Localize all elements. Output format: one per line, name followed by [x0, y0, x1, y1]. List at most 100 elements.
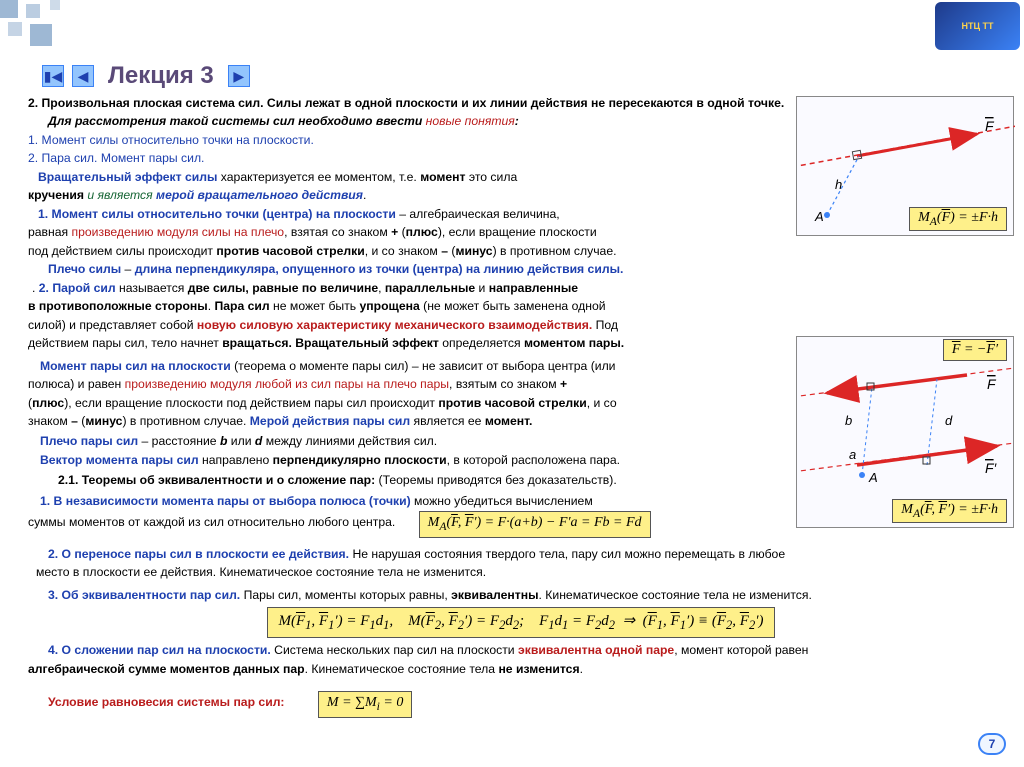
- p9g: ) в противном случае.: [493, 244, 617, 258]
- p23: суммы моментов от каждой из сил относите…: [28, 515, 395, 529]
- p5d: это сила: [465, 170, 517, 184]
- p9d: –: [441, 244, 448, 258]
- p6b: и является: [87, 188, 156, 202]
- svg-text:A: A: [814, 209, 824, 224]
- p1b: Силы лежат в одной плоскости и их линии …: [264, 96, 785, 110]
- nav-prev-icon[interactable]: ◀: [72, 65, 94, 87]
- p18h: момент.: [485, 414, 533, 428]
- p28b: . Кинематическое состояние тела: [305, 662, 499, 676]
- p10a: Плечо силы: [48, 262, 121, 276]
- p9c: , и со знаком: [365, 244, 441, 258]
- p16d: +: [560, 377, 567, 391]
- p6d: .: [363, 188, 366, 202]
- p20d: , в которой расположена пара.: [447, 453, 620, 467]
- p8b: произведению модуля силы на плечо: [72, 225, 285, 239]
- p11a: 2. Парой сил: [39, 281, 116, 295]
- p18a: знаком: [28, 414, 71, 428]
- p2b: новые понятия: [426, 114, 515, 128]
- p5a: Вращательный эффект силы: [38, 170, 217, 184]
- svg-text:b: b: [845, 413, 852, 428]
- p8g: ), если вращение плоскости: [438, 225, 597, 239]
- svg-text:h: h: [835, 177, 842, 192]
- p15a: Момент пары сил на плоскости: [40, 359, 231, 373]
- p12e: упрощена: [360, 299, 420, 313]
- p9a: под действием силы происходит: [28, 244, 216, 258]
- p19b: – расстояние: [138, 434, 220, 448]
- page-number: 7: [978, 733, 1006, 755]
- p19d: или: [227, 434, 255, 448]
- p22a: 1. В независимости момента пары от выбор…: [40, 494, 411, 508]
- p18g: является ее: [410, 414, 485, 428]
- p24a: 2. О переносе пары сил в плоскости ее де…: [48, 547, 349, 561]
- p2a: Для рассмотрения такой системы сил необх…: [48, 114, 426, 128]
- p24b: Не нарушая состояния твердого тела, пару…: [349, 547, 785, 561]
- p27b: Система нескольких пар сил на плоскости: [271, 643, 518, 657]
- p12d: не может быть: [270, 299, 360, 313]
- p28c: не изменится: [498, 662, 579, 676]
- p16a: полюса) и равен: [28, 377, 125, 391]
- p26b: Пары сил, моменты которых равны,: [240, 588, 451, 602]
- formula-6: M = ∑Mi = 0: [318, 691, 412, 718]
- p14d: моментом пары.: [524, 336, 624, 350]
- p10b: –: [121, 262, 135, 276]
- p14c: определяется: [439, 336, 524, 350]
- p17c: ), если вращение плоскости под действием…: [64, 396, 438, 410]
- p20c: перпендикулярно плоскости: [273, 453, 447, 467]
- nav-first-icon[interactable]: ▮◀: [42, 65, 64, 87]
- p16c: , взятым со знаком: [449, 377, 560, 391]
- formula-4: MA(F, F′) = F·(a+b) − F′a = Fb = Fd: [419, 511, 651, 538]
- p21a: 2.1. Теоремы об эквивалентности и о слож…: [58, 473, 375, 487]
- p16b: произведению модуля любой из сил пары на…: [125, 377, 449, 391]
- p27a: 4. О сложении пар сил на плоскости.: [48, 643, 271, 657]
- p18b: –: [71, 414, 78, 428]
- p8f: плюс: [406, 225, 438, 239]
- p17d: против часовой стрелки: [438, 396, 586, 410]
- nav-next-icon[interactable]: ▶: [228, 65, 250, 87]
- p14a: действием пары сил, тело начнет: [28, 336, 222, 350]
- p4: 2. Пара сил. Момент пары сил.: [28, 151, 204, 165]
- svg-text:A: A: [868, 470, 878, 485]
- svg-text:F: F: [987, 376, 997, 392]
- p11b: называется: [116, 281, 188, 295]
- p11g: направленные: [489, 281, 578, 295]
- p9f: минус: [455, 244, 492, 258]
- p1a: 2. Произвольная плоская система сил.: [28, 96, 264, 110]
- p22b: можно убедиться вычислением: [411, 494, 593, 508]
- p21b: (Теоремы приводятся без доказательств).: [375, 473, 617, 487]
- lecture-title: Лекция 3: [108, 62, 214, 90]
- p25: место в плоскости ее действия. Кинематич…: [36, 565, 486, 579]
- p26c: эквивалентны: [451, 588, 538, 602]
- p2c: :: [515, 114, 519, 128]
- p28a: алгебраической сумме моментов данных пар: [28, 662, 305, 676]
- p3: 1. Момент силы относительно точки на пло…: [28, 133, 314, 147]
- p11c: две силы, равные по величине: [188, 281, 378, 295]
- p26d: . Кинематическое состояние тела не измен…: [539, 588, 812, 602]
- formula-5: M(F1, F1′) = F1d1, M(F2, F2′) = F2d2; F1…: [267, 607, 774, 638]
- p9b: против часовой стрелки: [216, 244, 364, 258]
- p11e: параллельные: [385, 281, 475, 295]
- p17b: плюс: [32, 396, 64, 410]
- p27d: , момент которой равен: [674, 643, 808, 657]
- p5b: характеризуется ее моментом, т.е.: [217, 170, 420, 184]
- p26a: 3. Об эквивалентности пар сил.: [48, 588, 240, 602]
- formula-3: MA(F, F′) = ±F·h: [892, 499, 1007, 523]
- p13b: новую силовую характеристику механическо…: [197, 318, 592, 332]
- p15b: (теорема о моменте пары сил) – не зависи…: [231, 359, 616, 373]
- p5c: момент: [420, 170, 465, 184]
- svg-text:a: a: [849, 447, 856, 462]
- p13a: силой) и представляет собой: [28, 318, 197, 332]
- svg-text:F′: F′: [985, 460, 998, 476]
- formula-row-5: M(F1, F1′) = F1d1, M(F2, F2′) = F2d2; F1…: [28, 607, 1014, 638]
- p18f: Мерой действия пары сил: [250, 414, 410, 428]
- formula-2: F = −F′: [943, 339, 1007, 361]
- p12a: в противоположные стороны: [28, 299, 208, 313]
- p20a: Вектор момента пары сил: [40, 453, 199, 467]
- p14b: вращаться. Вращательный эффект: [222, 336, 439, 350]
- header: ▮◀ ◀ Лекция 3 ▶: [42, 62, 250, 90]
- p11f: и: [475, 281, 489, 295]
- p19f: между линиями действия сил.: [262, 434, 437, 448]
- p27c: эквивалентна одной паре: [518, 643, 674, 657]
- formula-1: MA(F) = ±F·h: [909, 207, 1007, 231]
- figure-2: A b a d F F′ F = −F′ MA(F, F′) = ±F·h: [796, 336, 1014, 528]
- p6c: мерой вращательного действия: [156, 188, 363, 202]
